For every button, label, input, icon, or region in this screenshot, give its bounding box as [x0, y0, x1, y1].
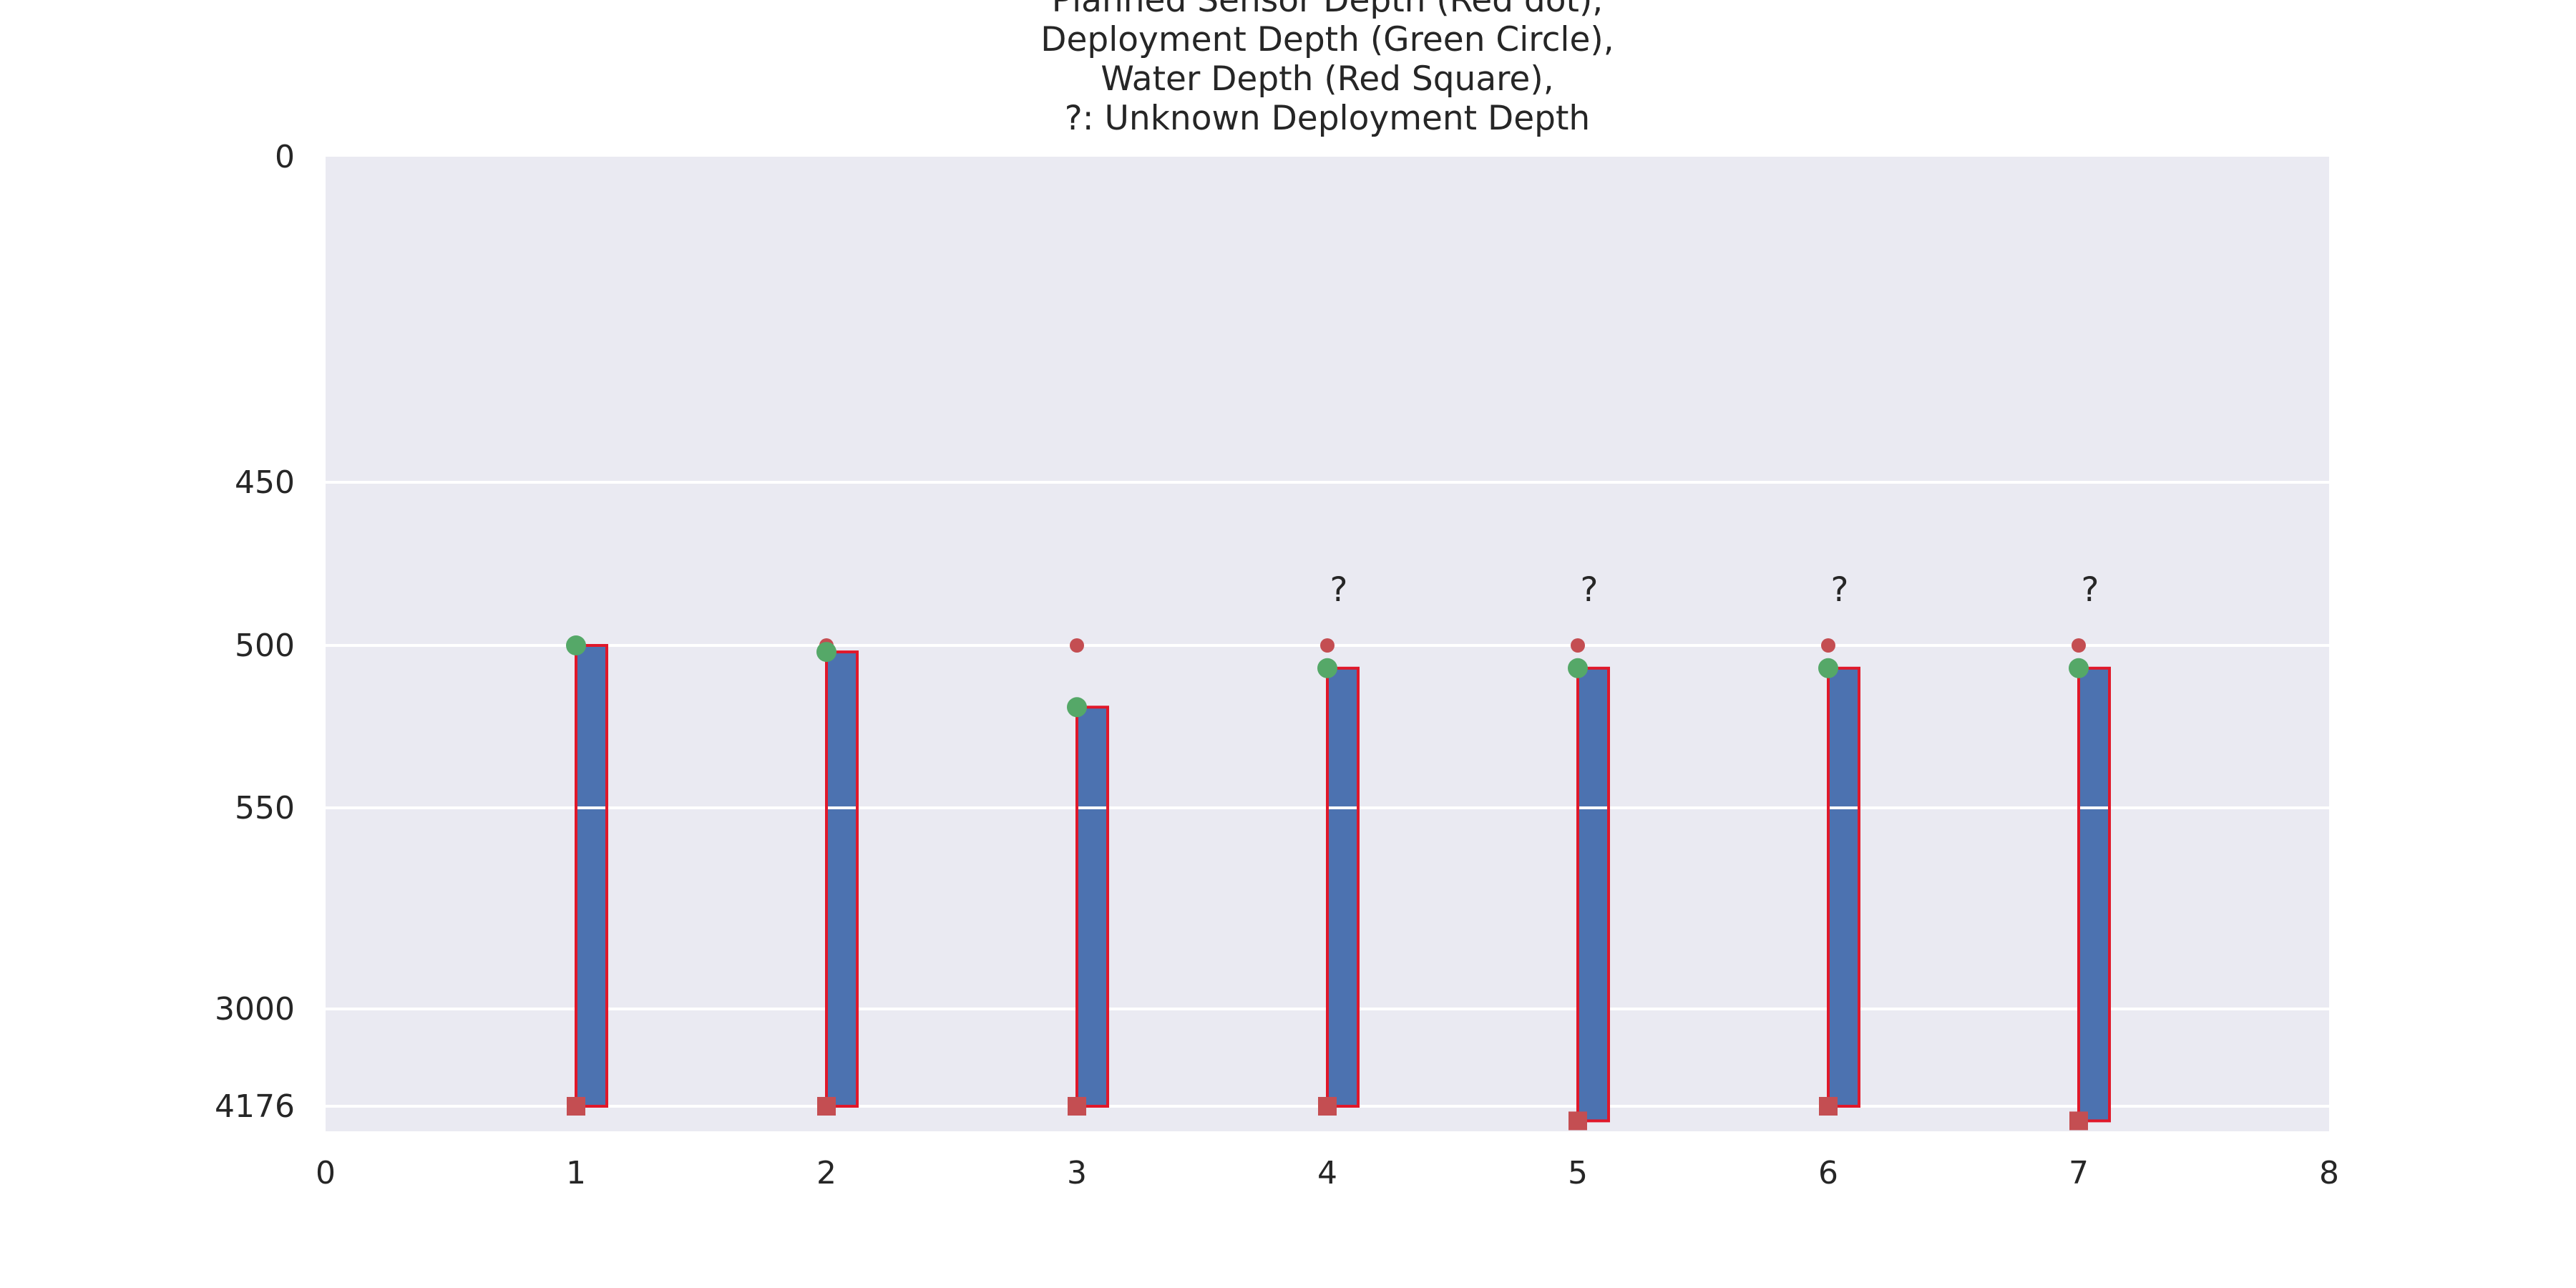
- x-tick-label-5: 5: [1568, 1155, 1588, 1191]
- bar-7: [2077, 666, 2111, 1123]
- y-tick-label-4176: 4176: [215, 1088, 295, 1125]
- y-tick-label-450: 450: [235, 464, 295, 501]
- deployment-circle-7: [2069, 658, 2089, 678]
- bar-6: [1827, 666, 1860, 1108]
- deployment-circle-5: [1568, 658, 1588, 678]
- y-tick-label-500: 500: [235, 628, 295, 664]
- deployment-circle-6: [1818, 658, 1838, 678]
- planned-dot-3: [1070, 638, 1084, 653]
- bar-1: [575, 644, 608, 1108]
- water-square-2: [817, 1097, 836, 1116]
- deployment-circle-1: [566, 635, 586, 655]
- title-line-4: ?: Unknown Deployment Depth: [1065, 99, 1590, 138]
- x-tick-label-6: 6: [1818, 1155, 1838, 1191]
- x-tick-label-3: 3: [1067, 1155, 1087, 1191]
- water-square-6: [1819, 1097, 1838, 1116]
- planned-dot-4: [1320, 638, 1335, 653]
- y-tick-label-550: 550: [235, 790, 295, 826]
- title-line-2: Deployment Depth (Green Circle),: [1040, 20, 1614, 59]
- planned-dot-5: [1571, 638, 1585, 653]
- bar-2: [825, 650, 859, 1108]
- x-tick-label-0: 0: [316, 1155, 336, 1191]
- planned-dot-6: [1821, 638, 1835, 653]
- x-tick-label-7: 7: [2069, 1155, 2089, 1191]
- water-square-7: [2069, 1111, 2088, 1131]
- water-square-3: [1068, 1097, 1086, 1116]
- title-line-1: Planned Sensor Depth (Red dot),: [1052, 0, 1603, 20]
- x-tick-label-8: 8: [2319, 1155, 2339, 1191]
- bars: [575, 644, 2111, 1123]
- water-square-1: [567, 1097, 585, 1116]
- unknown-depth-label-7: ?: [2082, 570, 2099, 610]
- y-tick-label-3000: 3000: [215, 991, 295, 1028]
- unknown-depth-label-6: ?: [1831, 570, 1849, 610]
- x-tick-label-2: 2: [816, 1155, 836, 1191]
- bar-3: [1075, 706, 1109, 1108]
- deployment-circle-2: [816, 642, 836, 663]
- markers: [566, 635, 2089, 1131]
- water-square-4: [1318, 1097, 1337, 1116]
- x-tick-label-1: 1: [566, 1155, 586, 1191]
- unknown-depth-label-4: ?: [1330, 570, 1348, 610]
- bar-4: [1326, 666, 1360, 1108]
- deployment-circle-3: [1067, 697, 1087, 718]
- y-tick-label-0: 0: [275, 139, 295, 175]
- x-tick-label-4: 4: [1317, 1155, 1337, 1191]
- bar-5: [1576, 666, 1610, 1123]
- title-line-3: Water Depth (Red Square),: [1101, 59, 1553, 99]
- chart-title: Planned Sensor Depth (Red dot),Deploymen…: [1040, 0, 1614, 138]
- annotations: ????: [1330, 570, 2099, 610]
- water-square-5: [1568, 1111, 1587, 1131]
- unknown-depth-label-5: ?: [1581, 570, 1599, 610]
- x-axis: 0 1 2 3 4 5 6 7 8: [316, 1155, 2339, 1191]
- planned-dot-7: [2072, 638, 2086, 653]
- deployment-circle-4: [1317, 658, 1337, 678]
- y-axis: 0 450 500 550 3000 4176: [215, 139, 295, 1125]
